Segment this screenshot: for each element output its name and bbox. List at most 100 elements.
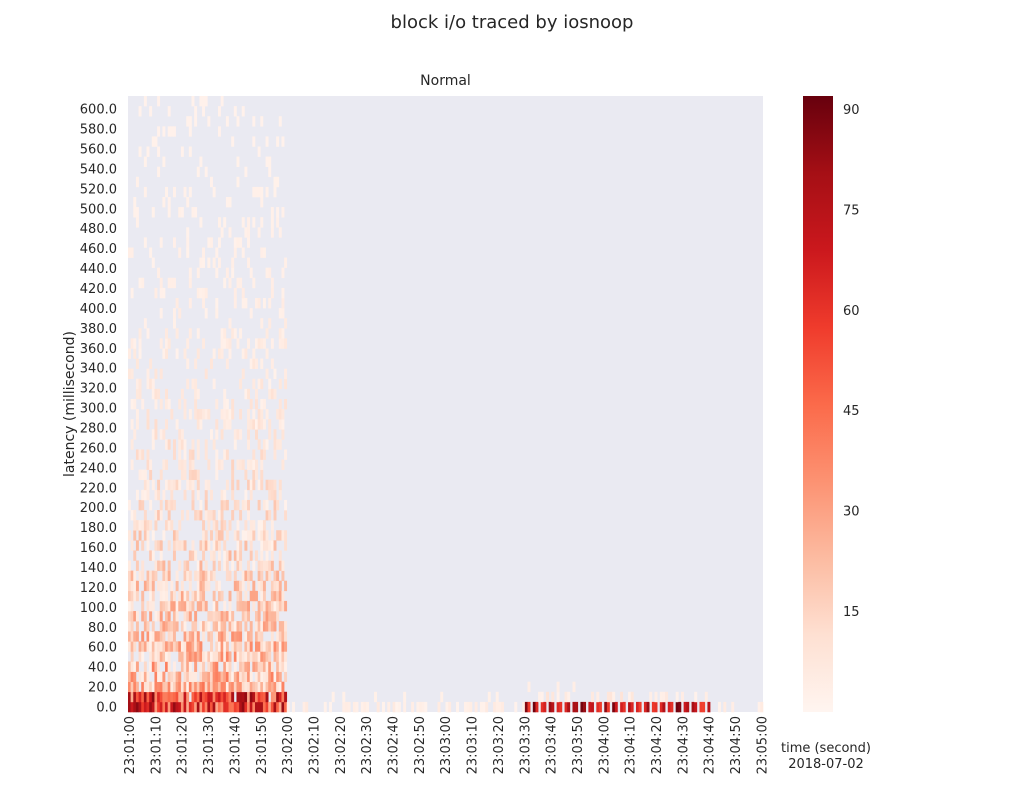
heatmap-cell bbox=[215, 600, 219, 612]
heatmap-cell bbox=[130, 338, 134, 349]
x-tick-label: 23:03:30 bbox=[518, 716, 533, 774]
heatmap-cell bbox=[284, 398, 288, 410]
heatmap-cell bbox=[707, 701, 711, 713]
heatmap-cell bbox=[157, 661, 161, 672]
heatmap-cell bbox=[204, 499, 208, 511]
heatmap-cell bbox=[278, 409, 282, 420]
heatmap-cell bbox=[180, 691, 184, 703]
heatmap-cell bbox=[265, 600, 269, 612]
heatmap-cell bbox=[135, 560, 139, 571]
heatmap-cell bbox=[273, 701, 277, 713]
heatmap-cell bbox=[159, 308, 163, 319]
heatmap-cell bbox=[247, 560, 251, 571]
heatmap-cell bbox=[141, 671, 145, 683]
heatmap-cell bbox=[175, 691, 179, 703]
heatmap-cell bbox=[247, 661, 251, 672]
heatmap-cell bbox=[551, 691, 555, 703]
heatmap-cell bbox=[143, 661, 147, 672]
x-tick-label: 23:03:50 bbox=[571, 716, 586, 774]
heatmap-cell bbox=[204, 489, 208, 501]
heatmap-cell bbox=[231, 560, 235, 571]
heatmap-cell bbox=[138, 328, 142, 339]
heatmap-cell bbox=[215, 469, 219, 481]
heatmap-cell bbox=[175, 681, 179, 693]
heatmap-cell bbox=[186, 651, 190, 662]
heatmap-cell bbox=[363, 701, 367, 713]
heatmap-cell bbox=[162, 560, 166, 571]
heatmap-cell bbox=[281, 621, 285, 632]
heatmap-cell bbox=[247, 681, 251, 693]
heatmap-cell bbox=[159, 671, 163, 683]
heatmap-cell bbox=[178, 641, 182, 652]
heatmap-cell bbox=[175, 701, 179, 713]
heatmap-cell bbox=[252, 560, 256, 571]
heatmap-cell bbox=[138, 499, 142, 511]
heatmap-cell bbox=[260, 196, 264, 208]
heatmap-cell bbox=[239, 671, 243, 683]
heatmap-cell bbox=[183, 186, 187, 198]
heatmap-cell bbox=[292, 701, 295, 713]
heatmap-cell bbox=[395, 701, 399, 713]
heatmap-cell bbox=[596, 691, 600, 703]
heatmap-cell bbox=[191, 96, 195, 107]
heatmap-cell bbox=[572, 701, 576, 713]
heatmap-cell bbox=[167, 207, 171, 218]
heatmap-cell bbox=[247, 530, 251, 541]
heatmap-cell bbox=[228, 701, 232, 713]
heatmap-cell bbox=[273, 651, 277, 662]
heatmap-cell bbox=[270, 600, 274, 612]
heatmap-cell bbox=[133, 681, 137, 693]
heatmap-cell bbox=[170, 681, 174, 693]
heatmap-cell bbox=[172, 308, 176, 319]
heatmap-cell bbox=[135, 681, 139, 693]
heatmap-cell bbox=[723, 701, 727, 713]
heatmap-cell bbox=[540, 701, 544, 713]
heatmap-cell bbox=[252, 691, 256, 703]
heatmap-cell bbox=[241, 217, 245, 228]
heatmap-cell bbox=[257, 600, 261, 612]
heatmap-cell bbox=[165, 570, 168, 582]
heatmap-cell bbox=[151, 641, 155, 652]
heatmap-cell bbox=[278, 398, 282, 410]
heatmap-cell bbox=[220, 530, 224, 541]
heatmap-cell bbox=[178, 207, 182, 218]
heatmap-cell bbox=[268, 681, 272, 693]
heatmap-cell bbox=[257, 570, 261, 582]
heatmap-cell bbox=[149, 611, 153, 622]
heatmap-cell bbox=[204, 510, 208, 521]
heatmap-cell bbox=[191, 439, 195, 450]
heatmap-cell bbox=[157, 126, 161, 137]
heatmap-cell bbox=[149, 691, 153, 703]
heatmap-cell bbox=[178, 308, 182, 319]
heatmap-cell bbox=[159, 691, 163, 703]
heatmap-cell bbox=[146, 489, 150, 501]
heatmap-cell bbox=[276, 530, 280, 541]
heatmap-cell bbox=[196, 681, 200, 693]
heatmap-cell bbox=[260, 398, 264, 410]
heatmap-cell bbox=[270, 388, 274, 400]
y-tick-label: 300.0 bbox=[80, 402, 117, 417]
heatmap-cell bbox=[223, 489, 227, 501]
y-tick-label: 520.0 bbox=[80, 182, 117, 197]
heatmap-cell bbox=[604, 701, 608, 713]
heatmap-cell bbox=[146, 146, 150, 157]
heatmap-cell bbox=[419, 701, 422, 713]
heatmap-cell bbox=[141, 691, 145, 703]
heatmap-cell bbox=[262, 247, 266, 258]
heatmap-cell bbox=[172, 641, 176, 652]
heatmap-cell bbox=[244, 388, 248, 400]
heatmap-cell bbox=[215, 247, 219, 258]
heatmap-cell bbox=[202, 580, 206, 592]
heatmap-cell bbox=[146, 449, 150, 460]
heatmap-cell bbox=[265, 156, 269, 167]
heatmap-cell bbox=[231, 257, 235, 268]
heatmap-cell bbox=[255, 338, 258, 349]
heatmap-cell bbox=[223, 641, 227, 652]
heatmap-cell bbox=[212, 600, 216, 612]
heatmap-cell bbox=[270, 338, 274, 349]
heatmap-cell bbox=[138, 388, 142, 400]
heatmap-cell bbox=[149, 580, 153, 592]
heatmap-cell bbox=[281, 651, 285, 662]
heatmap-cell bbox=[202, 247, 206, 258]
heatmap-cell bbox=[146, 621, 150, 632]
